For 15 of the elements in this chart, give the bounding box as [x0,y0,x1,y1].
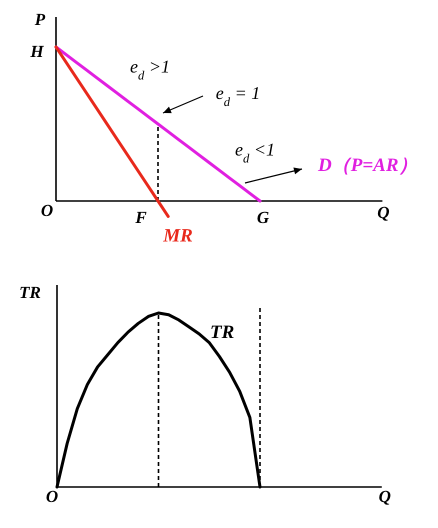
annotation: e$_{d}$ >1 [130,56,170,82]
x-axis-title: Q [377,203,390,222]
text: H [29,42,44,61]
annotation: G [256,208,270,227]
text: O [40,201,54,220]
series-label: TR [210,322,234,343]
annotation: e$_{d}$ <1 [235,140,275,166]
series-label: MR [162,225,193,246]
annotation: O [46,487,58,506]
x-axis-title: Q [378,487,391,506]
annotation: F [134,208,148,227]
y-axis-title: TR [19,283,41,302]
annotation: e$_{d}$ = 1 [216,83,260,109]
text: D（P=AR） [317,155,418,176]
y-axis-title: P [34,10,46,29]
